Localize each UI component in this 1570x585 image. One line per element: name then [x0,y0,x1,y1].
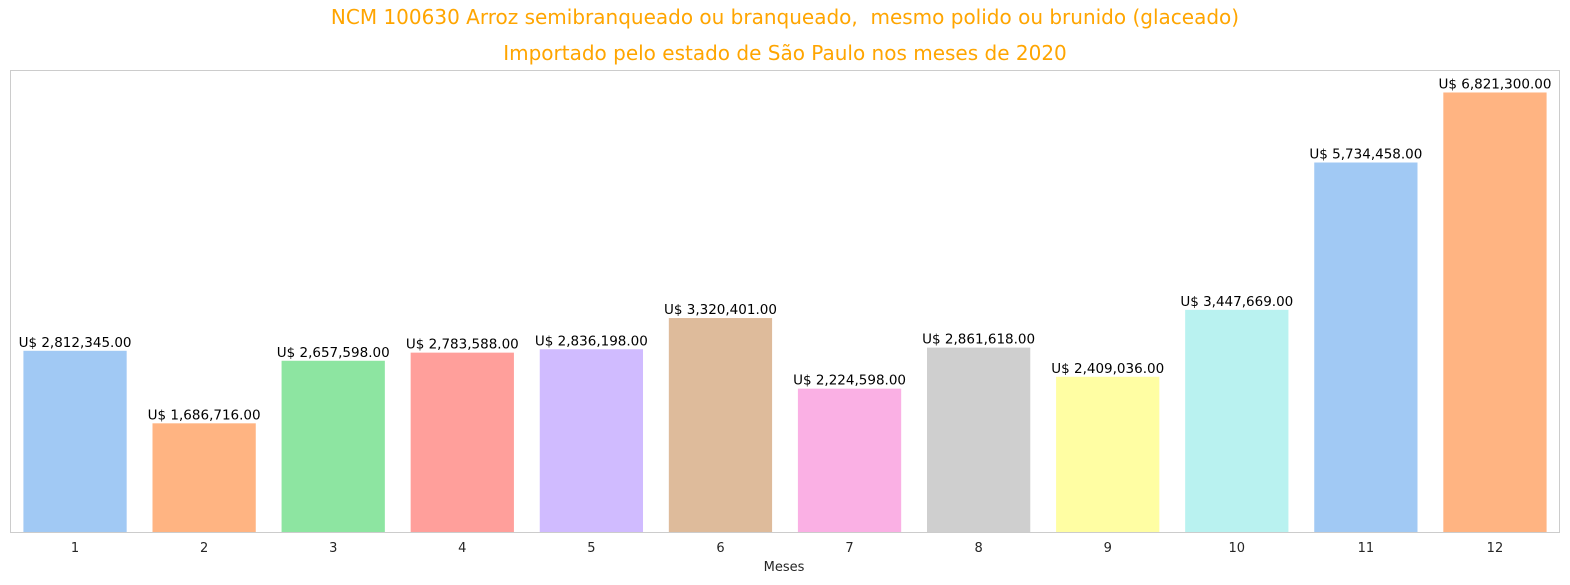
value-label-month-9: U$ 2,409,036.00 [1051,361,1164,377]
x-tick-label-12: 12 [1487,541,1504,556]
value-label-month-10: U$ 3,447,669.00 [1180,294,1293,310]
value-label-month-11: U$ 5,734,458.00 [1309,147,1422,163]
x-tick-label-11: 11 [1358,541,1375,556]
value-label-month-3: U$ 2,657,598.00 [277,345,390,361]
value-label-month-7: U$ 2,224,598.00 [793,373,906,389]
bar-month-10 [1185,309,1289,532]
bar-month-9 [1056,376,1160,532]
bar-month-8 [926,347,1031,532]
value-label-month-4: U$ 2,783,588.00 [406,337,519,353]
value-labels-group: U$ 2,812,345.00 U$ 1,686,716.00 U$ 2,657,5… [19,76,1552,423]
x-tick-label-5: 5 [587,541,595,556]
x-tick-labels: 1 2 3 4 5 6 7 8 9 10 11 12 [71,541,1503,556]
value-label-month-12: U$ 6,821,300.00 [1438,76,1551,92]
bar-month-6 [668,318,773,532]
x-tick-label-8: 8 [974,541,982,556]
x-tick-label-4: 4 [458,541,466,556]
x-axis-label: Meses [764,560,805,575]
plot-frame [10,70,1560,533]
x-tick-label-7: 7 [845,541,853,556]
bars-group [23,92,1547,532]
x-tick-label-9: 9 [1104,541,1112,556]
x-tick-label-1: 1 [71,541,79,556]
value-label-month-5: U$ 2,836,198.00 [535,333,648,349]
bar-month-3 [281,360,385,532]
value-label-month-2: U$ 1,686,716.00 [148,407,261,423]
x-tick-label-10: 10 [1229,541,1246,556]
x-tick-label-3: 3 [329,541,337,556]
bar-month-1 [23,350,127,532]
bar-month-11 [1314,162,1418,532]
value-label-month-1: U$ 2,812,345.00 [19,335,132,351]
bar-month-5 [539,349,644,532]
chart-title: NCM 100630 Arroz semibranqueado ou branq… [330,5,1240,29]
chart-subtitle: Importado pelo estado de São Paulo nos m… [503,41,1067,65]
bar-month-4 [410,352,514,532]
bar-month-7 [797,388,902,532]
value-label-month-8: U$ 2,861,618.00 [922,332,1035,348]
x-tick-label-2: 2 [200,541,208,556]
bar-month-12 [1443,92,1547,532]
bar-month-2 [152,423,256,532]
x-tick-label-6: 6 [716,541,724,556]
value-label-month-6: U$ 3,320,401.00 [664,302,777,318]
